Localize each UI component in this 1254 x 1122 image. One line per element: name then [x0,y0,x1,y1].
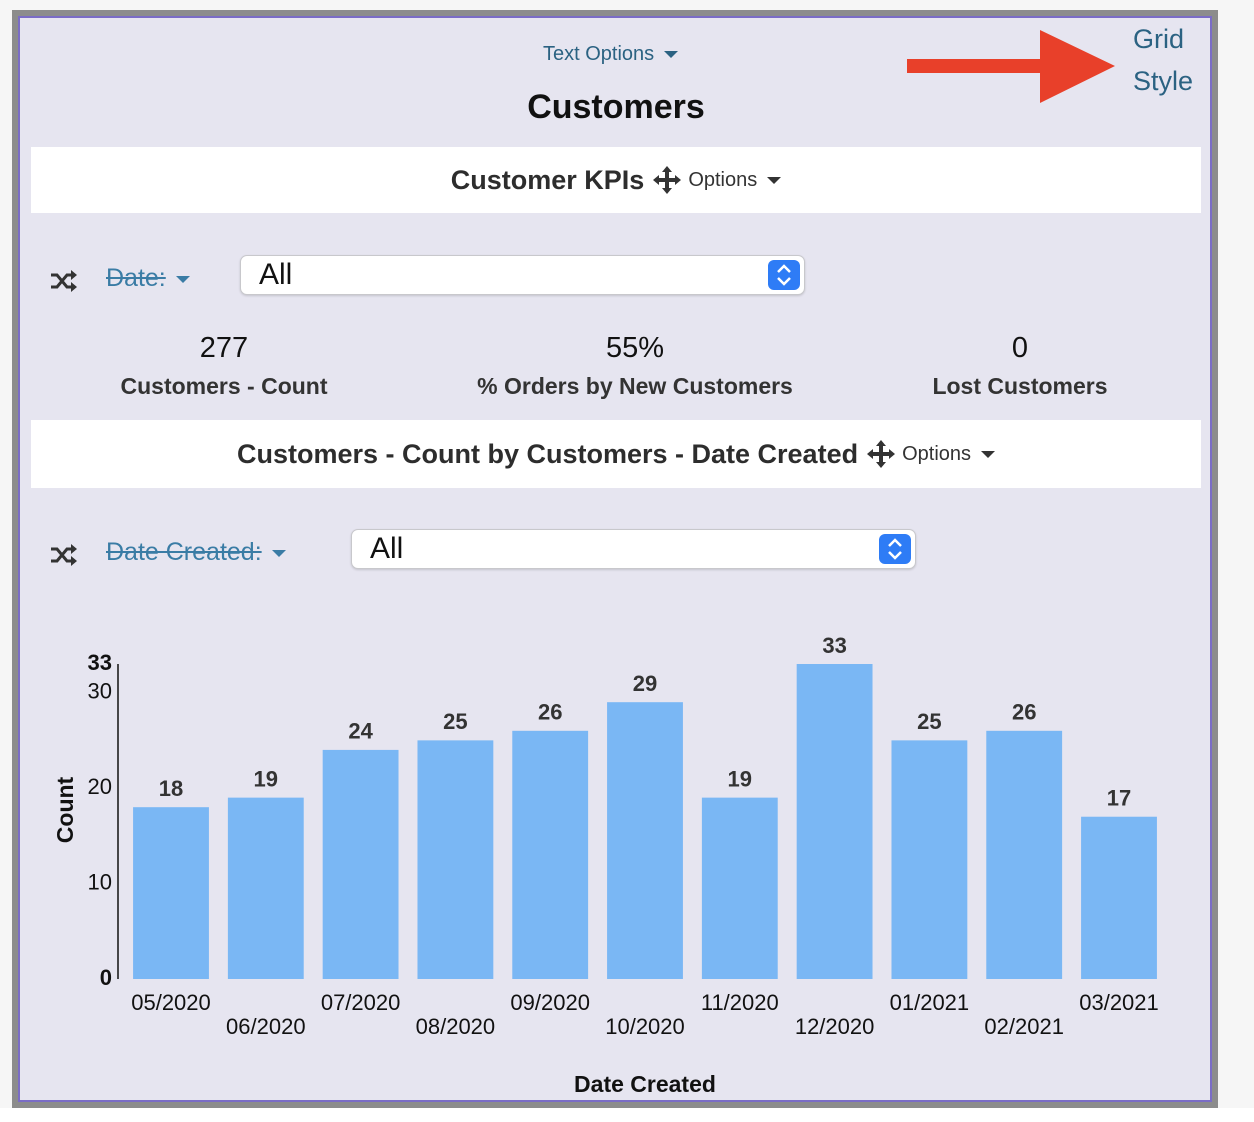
shuffle-icon[interactable] [50,544,78,566]
arrow [907,30,1115,103]
x-tick-label: 10/2020 [605,1014,685,1039]
bar [891,740,968,979]
x-tick-label: 11/2020 [701,990,779,1015]
bar [133,807,209,979]
text-options-label: Text Options [543,43,655,65]
text-options[interactable]: Text Options [543,43,679,66]
caret [767,176,782,184]
kpi: 0 Lost Customers [820,332,1220,400]
bar [1081,816,1157,979]
kpi-value: 0 [1011,332,1029,364]
bar [322,749,399,979]
y-tick-label: 10 [88,869,112,894]
options-menu[interactable]: Options [902,442,972,465]
kpi-value: 55% [605,332,665,364]
value-label: 17 [1107,786,1131,811]
y-tick-label: 0 [100,965,112,990]
y-tick-label: 20 [88,774,112,799]
select-value: All [259,258,293,291]
bar [986,730,1063,979]
stepper [879,534,911,564]
kpi: 55% % Orders by New Customers [435,332,835,400]
move-icon[interactable] [652,165,682,195]
panel-title: Customer KPIs [450,164,645,195]
x-tick-label: 09/2020 [510,990,590,1015]
options-menu[interactable]: Options [688,168,758,191]
filter-label-text: Date Created: [106,538,262,566]
x-tick-label: 05/2020 [131,990,211,1015]
stepper [768,260,800,290]
x-tick-label: 12/2020 [795,1014,875,1039]
caret [664,51,679,59]
select-value: All [370,532,404,565]
bottom-strip [0,1108,1254,1122]
y-tick-label: 30 [88,678,112,703]
x-tick-label: 01/2021 [890,990,970,1015]
value-label: 24 [348,719,373,744]
kpi: 277 Customers - Count [24,332,424,400]
move-icon[interactable] [866,439,896,469]
grid-style-link[interactable]: Grid Style [1133,24,1194,96]
chart-header: Customers - Count by Customers - Date Cr… [31,420,1201,488]
bar [417,740,494,979]
kpi-label: Customers - Count [120,373,328,399]
value-label: 26 [1012,700,1036,725]
x-axis-title: Date Created [574,1071,716,1097]
bar [701,797,778,979]
page-title: Customers [527,88,705,126]
x-tick-label: 07/2020 [321,990,401,1015]
filter-select[interactable]: All [351,529,916,569]
value-label: 29 [633,671,657,696]
bar [796,664,873,979]
y-tick-label: 33 [88,650,112,675]
value-label: 18 [159,776,183,801]
x-tick-label: 06/2020 [226,1014,306,1039]
filter-select[interactable]: All [240,255,805,295]
dashboard-panel [18,16,1212,1102]
value-label: 25 [917,709,941,734]
caret [981,450,996,458]
value-label: 26 [538,700,562,725]
filter-label[interactable]: Date Created: [106,538,286,567]
y-axis-title: Count [52,776,78,843]
x-tick-label: 08/2020 [416,1014,496,1039]
kpi-value: 277 [199,332,249,364]
bar [607,702,683,979]
filter-label-text: Date: [106,264,166,292]
shuffle-icon[interactable] [50,270,78,292]
arrow-shape [907,30,1115,103]
caret [175,275,190,283]
value-label: 19 [254,766,278,791]
kpi-header: Customer KPIs Options [31,147,1201,213]
panel-title: Customers - Count by Customers - Date Cr… [236,438,859,469]
kpi-label: Lost Customers [932,373,1108,399]
bar [227,797,304,979]
value-label: 25 [443,709,467,734]
caret [271,549,286,557]
kpi-label: % Orders by New Customers [477,373,793,399]
bar [512,730,589,979]
x-tick-label: 02/2021 [984,1014,1064,1039]
value-label: 33 [822,633,846,658]
value-label: 19 [728,766,752,791]
x-tick-label: 03/2021 [1079,990,1159,1015]
filter-label[interactable]: Date: [106,264,190,293]
